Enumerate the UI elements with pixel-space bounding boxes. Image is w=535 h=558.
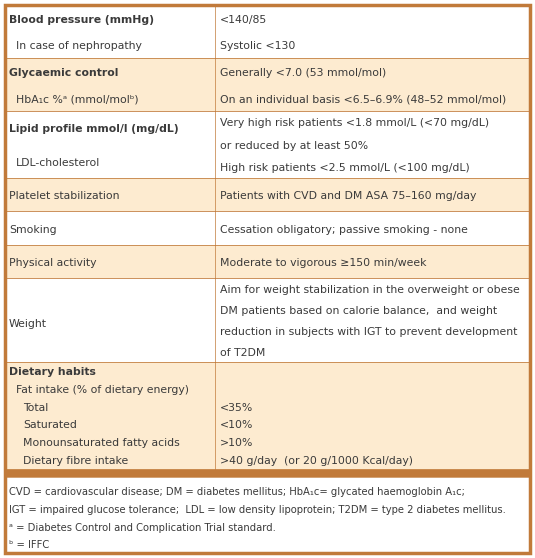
Bar (5, 278, 530, 362)
Bar (5, 211, 530, 245)
Text: Systolic <130: Systolic <130 (220, 41, 295, 51)
Bar (5, 58, 530, 111)
Text: Fat intake (% of dietary energy): Fat intake (% of dietary energy) (16, 384, 189, 395)
Text: reduction in subjects with IGT to prevent development: reduction in subjects with IGT to preven… (220, 327, 517, 336)
Text: Moderate to vigorous ≥150 min/week: Moderate to vigorous ≥150 min/week (220, 258, 426, 268)
Text: Dietary habits: Dietary habits (9, 367, 96, 377)
Text: Monounsaturated fatty acids: Monounsaturated fatty acids (23, 438, 180, 448)
Text: IGT = impaired glucose tolerance;  LDL = low density lipoprotein; T2DM = type 2 : IGT = impaired glucose tolerance; LDL = … (9, 505, 506, 515)
Text: In case of nephropathy: In case of nephropathy (16, 41, 142, 51)
Text: <140/85: <140/85 (220, 15, 268, 25)
Text: DM patients based on calorie balance,  and weight: DM patients based on calorie balance, an… (220, 306, 497, 316)
Text: >10%: >10% (220, 438, 254, 448)
Text: >40 g/day  (or 20 g/1000 Kcal/day): >40 g/day (or 20 g/1000 Kcal/day) (220, 456, 413, 466)
Bar (5, 362, 530, 469)
Text: Total: Total (23, 402, 48, 412)
Text: of T2DM: of T2DM (220, 348, 265, 358)
Text: ᵃ = Diabetes Control and Complication Trial standard.: ᵃ = Diabetes Control and Complication Tr… (9, 523, 276, 532)
Text: or reduced by at least 50%: or reduced by at least 50% (220, 141, 368, 151)
Text: HbA₁c %ᵃ (mmol/molᵇ): HbA₁c %ᵃ (mmol/molᵇ) (16, 94, 139, 104)
Text: Weight: Weight (9, 319, 47, 329)
Text: Blood pressure (mmHg): Blood pressure (mmHg) (9, 15, 154, 25)
Bar (5, 111, 530, 178)
Bar (5, 477, 530, 553)
Text: Physical activity: Physical activity (9, 258, 96, 268)
Bar (5, 245, 530, 278)
Text: Aim for weight stabilization in the overweight or obese: Aim for weight stabilization in the over… (220, 285, 519, 295)
Text: Very high risk patients <1.8 mmol/L (<70 mg/dL): Very high risk patients <1.8 mmol/L (<70… (220, 118, 489, 128)
Text: CVD = cardiovascular disease; DM = diabetes mellitus; HbA₁c= glycated haemoglobi: CVD = cardiovascular disease; DM = diabe… (9, 487, 465, 497)
Bar (5, 469, 530, 477)
Text: Patients with CVD and DM ASA 75–160 mg/day: Patients with CVD and DM ASA 75–160 mg/d… (220, 191, 476, 201)
Text: Platelet stabilization: Platelet stabilization (9, 191, 119, 201)
Text: Cessation obligatory; passive smoking - none: Cessation obligatory; passive smoking - … (220, 225, 468, 235)
Text: Generally <7.0 (53 mmol/mol): Generally <7.0 (53 mmol/mol) (220, 68, 386, 78)
Text: Smoking: Smoking (9, 225, 57, 235)
Text: <35%: <35% (220, 402, 253, 412)
Text: <10%: <10% (220, 420, 254, 430)
Text: Lipid profile mmol/l (mg/dL): Lipid profile mmol/l (mg/dL) (9, 124, 179, 134)
Text: Dietary fibre intake: Dietary fibre intake (23, 456, 128, 466)
Text: High risk patients <2.5 mmol/L (<100 mg/dL): High risk patients <2.5 mmol/L (<100 mg/… (220, 163, 470, 173)
Text: ᵇ = IFFC: ᵇ = IFFC (9, 540, 49, 550)
Bar (5, 178, 530, 211)
Bar (5, 5, 530, 58)
Text: On an individual basis <6.5–6.9% (48–52 mmol/mol): On an individual basis <6.5–6.9% (48–52 … (220, 94, 506, 104)
Text: Saturated: Saturated (23, 420, 77, 430)
Text: LDL-cholesterol: LDL-cholesterol (16, 158, 100, 168)
Text: Glycaemic control: Glycaemic control (9, 68, 118, 78)
